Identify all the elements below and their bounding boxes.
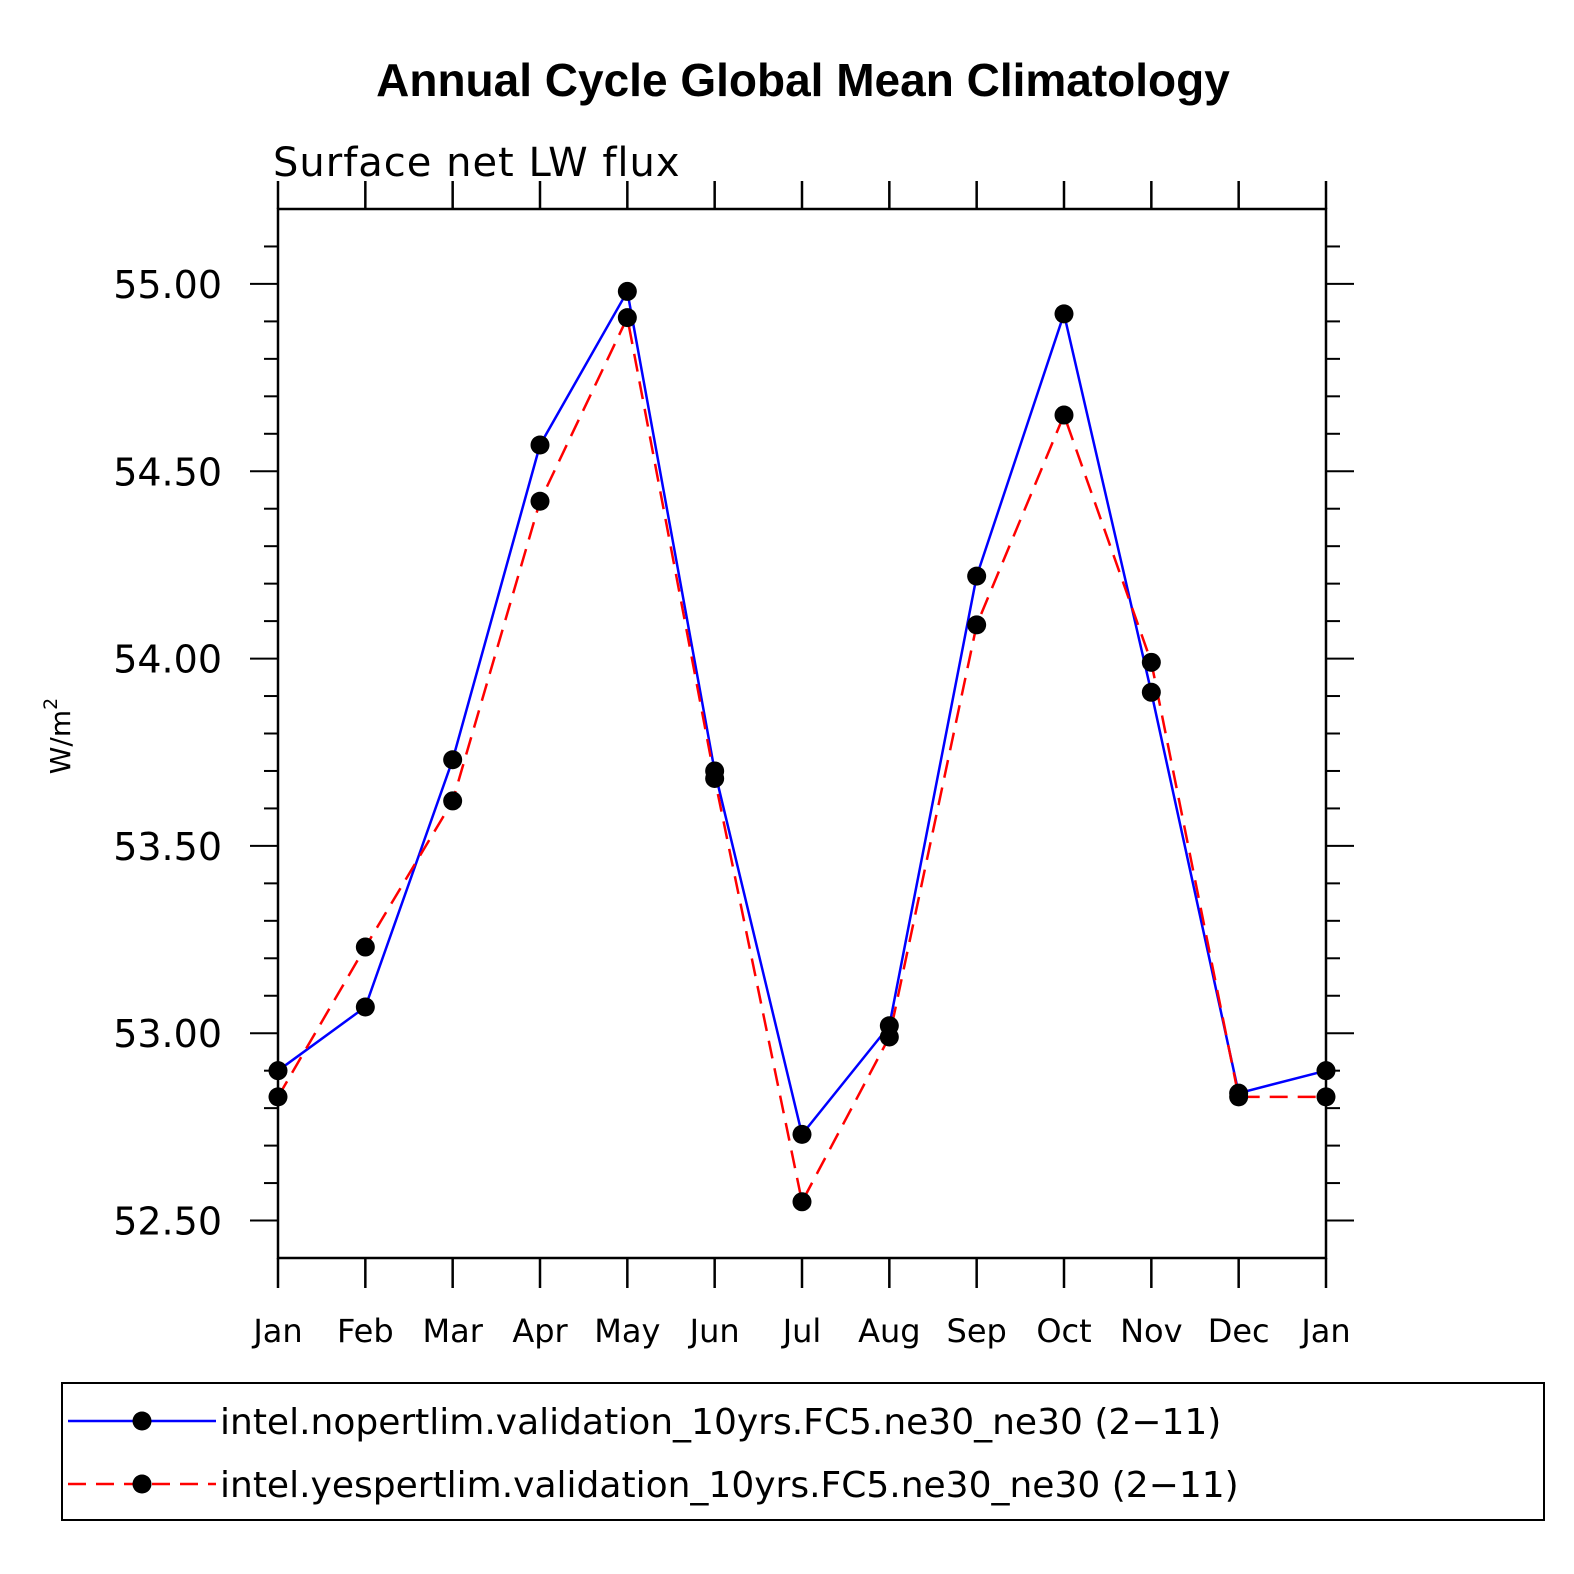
series-line-1	[277, 287, 1327, 1138]
series-1-point	[1054, 304, 1074, 324]
x-tick-label: Mar	[422, 1312, 483, 1350]
y-tick-label: 53.00	[113, 1012, 222, 1056]
series-1-point	[355, 997, 375, 1017]
y-axis-label: W/m2	[40, 698, 77, 775]
y-axis-tick-labels: 52.50 53.00 53.50 54.00 54.50 55.00	[113, 263, 222, 1244]
y-tick-label: 54.50	[113, 450, 222, 494]
x-tick-label: Jun	[688, 1312, 740, 1350]
series-2-point	[1054, 405, 1074, 425]
series-2-point	[705, 768, 725, 788]
series-2-point	[1316, 1087, 1336, 1107]
x-tick-label: Dec	[1208, 1312, 1270, 1350]
series-2-point	[967, 615, 987, 635]
x-tick-label: Apr	[512, 1312, 568, 1350]
x-tick-label: Aug	[858, 1312, 920, 1350]
series-1-point	[1316, 1061, 1336, 1081]
series-2-point	[1229, 1087, 1249, 1107]
series-2-point	[1141, 652, 1161, 672]
x-tick-label: Oct	[1036, 1312, 1091, 1350]
chart-subtitle: Surface net LW flux	[273, 140, 681, 186]
x-tick-label: Jan	[1299, 1312, 1350, 1350]
x-tick-label: Nov	[1120, 1312, 1182, 1350]
series-2-point	[443, 791, 463, 811]
series-1-point	[530, 435, 550, 455]
y-axis-label-main: W/m	[44, 710, 77, 774]
x-tick-label: Feb	[337, 1312, 394, 1350]
legend-label-2: intel.yespertlim.validation_10yrs.FC5.ne…	[220, 1465, 1239, 1506]
chart-title: Annual Cycle Global Mean Climatology	[376, 54, 1230, 106]
series-2-point	[617, 308, 637, 328]
y-tick-label: 55.00	[113, 263, 222, 307]
y-tick-label: 53.50	[113, 825, 222, 869]
legend-box	[61, 1382, 1545, 1521]
series-1-point	[792, 1124, 812, 1144]
plot-frame	[276, 207, 1328, 1260]
axis-ticks	[250, 181, 1354, 1288]
legend-marker-2	[132, 1474, 152, 1494]
series-2-point	[268, 1087, 288, 1107]
series-1-point	[967, 566, 987, 586]
y-axis-label-superscript: 2	[40, 698, 62, 710]
series-1-point	[1141, 682, 1161, 702]
x-axis-tick-labels: Jan Feb Mar Apr May Jun Jul Aug Sep Oct Nov Dec Jan	[251, 1312, 1350, 1350]
series-2-point	[530, 491, 550, 511]
series-1-point	[268, 1061, 288, 1081]
series-2-point	[792, 1192, 812, 1212]
series-2-point	[879, 1027, 899, 1047]
legend-label-1: intel.nopertlim.validation_10yrs.FC5.ne3…	[220, 1402, 1221, 1443]
series-1-point	[443, 750, 463, 770]
legend-marker-1	[132, 1411, 152, 1431]
x-tick-label: Jul	[781, 1312, 822, 1350]
series-1-point	[617, 281, 637, 301]
legend: intel.nopertlim.validation_10yrs.FC5.ne3…	[68, 1402, 1239, 1506]
series-line-2	[276, 313, 1326, 1206]
x-tick-label: Sep	[947, 1312, 1007, 1350]
series-2-point	[355, 937, 375, 957]
series-layer	[268, 281, 1336, 1212]
x-tick-label: May	[594, 1312, 660, 1350]
y-tick-label: 52.50	[113, 1200, 222, 1244]
x-tick-label: Jan	[251, 1312, 302, 1350]
y-tick-label: 54.00	[113, 638, 222, 682]
